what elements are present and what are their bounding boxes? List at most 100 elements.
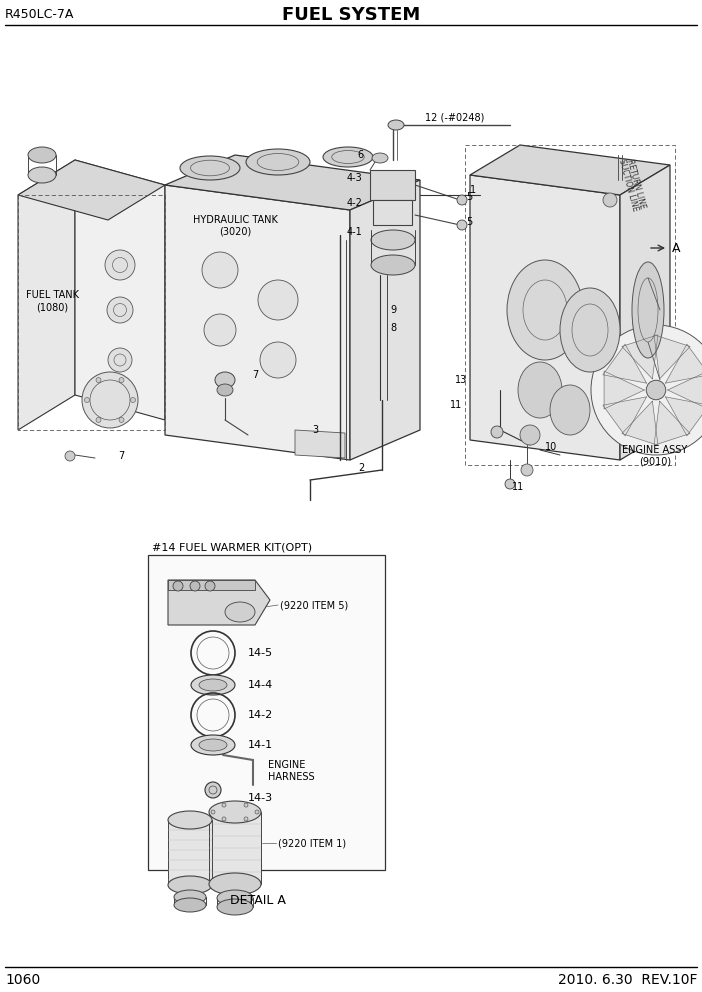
Circle shape <box>647 380 665 400</box>
Ellipse shape <box>180 156 240 180</box>
Ellipse shape <box>191 735 235 755</box>
Text: 5: 5 <box>466 217 472 227</box>
Circle shape <box>96 418 101 423</box>
Text: 1: 1 <box>470 185 476 195</box>
Circle shape <box>591 325 702 455</box>
Text: 5: 5 <box>466 192 472 202</box>
Text: A: A <box>672 241 680 255</box>
Text: 14-3: 14-3 <box>248 793 273 803</box>
Text: RETURN LINE: RETURN LINE <box>625 158 647 209</box>
Polygon shape <box>654 401 690 445</box>
Polygon shape <box>18 160 75 430</box>
Polygon shape <box>168 580 270 625</box>
Circle shape <box>105 250 135 280</box>
Ellipse shape <box>215 372 235 388</box>
Polygon shape <box>604 371 644 409</box>
Polygon shape <box>373 200 412 225</box>
Polygon shape <box>165 155 420 210</box>
Polygon shape <box>295 430 345 458</box>
Ellipse shape <box>632 262 664 358</box>
Text: 12 (-#0248): 12 (-#0248) <box>425 113 484 123</box>
Text: R450LC-7A: R450LC-7A <box>5 9 74 22</box>
Circle shape <box>119 418 124 423</box>
Text: 6: 6 <box>357 150 363 160</box>
Circle shape <box>603 193 617 207</box>
Circle shape <box>244 804 248 807</box>
Circle shape <box>205 581 215 591</box>
Polygon shape <box>165 185 350 460</box>
Ellipse shape <box>246 149 310 175</box>
Text: ENGINE ASSY: ENGINE ASSY <box>623 445 688 455</box>
Bar <box>148 555 385 870</box>
Circle shape <box>255 810 259 814</box>
Circle shape <box>108 348 132 372</box>
Circle shape <box>222 804 226 807</box>
Polygon shape <box>18 160 165 220</box>
Text: (9010): (9010) <box>639 457 671 467</box>
Ellipse shape <box>28 147 56 163</box>
Ellipse shape <box>217 890 253 906</box>
Circle shape <box>505 479 515 489</box>
Text: ENGINE: ENGINE <box>268 760 305 770</box>
Ellipse shape <box>204 314 236 346</box>
Ellipse shape <box>388 120 404 130</box>
Text: 14-5: 14-5 <box>248 648 273 658</box>
Ellipse shape <box>191 675 235 695</box>
Polygon shape <box>622 401 658 445</box>
Circle shape <box>190 581 200 591</box>
Ellipse shape <box>372 153 388 163</box>
Ellipse shape <box>491 426 503 438</box>
Text: (3020): (3020) <box>219 227 251 237</box>
Text: (9220 ITEM 5): (9220 ITEM 5) <box>280 600 348 610</box>
Text: 8: 8 <box>390 323 396 333</box>
Ellipse shape <box>168 876 212 894</box>
Circle shape <box>222 817 226 821</box>
Ellipse shape <box>202 252 238 288</box>
Ellipse shape <box>199 679 227 691</box>
Ellipse shape <box>260 342 296 378</box>
Text: 4-3: 4-3 <box>346 173 362 183</box>
Ellipse shape <box>371 230 415 250</box>
Polygon shape <box>350 180 420 460</box>
Text: 7: 7 <box>118 451 124 461</box>
Ellipse shape <box>560 288 620 372</box>
Circle shape <box>521 464 533 476</box>
Text: FUEL SYSTEM: FUEL SYSTEM <box>282 6 420 24</box>
Text: 1060: 1060 <box>5 973 40 987</box>
Text: 7: 7 <box>252 370 258 380</box>
Polygon shape <box>668 371 702 409</box>
Circle shape <box>205 782 221 798</box>
Ellipse shape <box>28 167 56 183</box>
Ellipse shape <box>550 385 590 435</box>
Ellipse shape <box>174 890 206 904</box>
Text: (1080): (1080) <box>36 302 68 312</box>
Circle shape <box>244 817 248 821</box>
Text: DETAIL A: DETAIL A <box>230 894 286 907</box>
Ellipse shape <box>168 811 212 829</box>
Ellipse shape <box>82 372 138 428</box>
Circle shape <box>119 378 124 383</box>
Text: 14-1: 14-1 <box>248 740 273 750</box>
Text: 14-4: 14-4 <box>248 680 273 690</box>
Ellipse shape <box>518 362 562 418</box>
Circle shape <box>173 581 183 591</box>
Circle shape <box>84 398 89 403</box>
Circle shape <box>131 398 135 403</box>
Text: 2: 2 <box>358 463 364 473</box>
Circle shape <box>520 425 540 445</box>
Ellipse shape <box>209 873 261 895</box>
Polygon shape <box>75 160 165 420</box>
Text: 4-1: 4-1 <box>346 227 362 237</box>
Ellipse shape <box>258 280 298 320</box>
Circle shape <box>211 810 215 814</box>
Ellipse shape <box>217 384 233 396</box>
Text: 14-2: 14-2 <box>248 710 273 720</box>
Text: 13: 13 <box>455 375 468 385</box>
Text: FUEL TANK: FUEL TANK <box>25 290 79 300</box>
Text: HYDRAULIC TANK: HYDRAULIC TANK <box>192 215 277 225</box>
Text: 2010. 6.30  REV.10F: 2010. 6.30 REV.10F <box>557 973 697 987</box>
Text: #14 FUEL WARMER KIT(OPT): #14 FUEL WARMER KIT(OPT) <box>152 543 312 553</box>
Ellipse shape <box>457 220 467 230</box>
Polygon shape <box>370 170 415 200</box>
Text: SUCTION LINE: SUCTION LINE <box>617 158 640 212</box>
